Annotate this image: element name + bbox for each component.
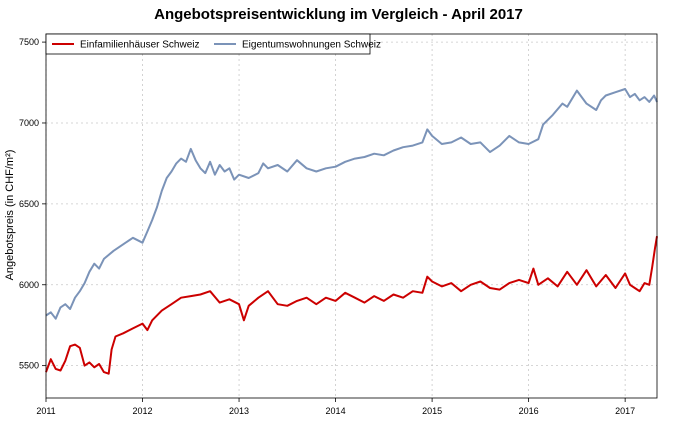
legend: Einfamilienhäuser Schweiz Eigentumswohnun…: [45, 33, 381, 55]
y-tick-label: 7000: [19, 118, 39, 128]
y-tick-label: 6500: [19, 199, 39, 209]
chart-title: Angebotspreisentwicklung im Vergleich - …: [154, 6, 523, 23]
y-tick-label: 5500: [19, 361, 39, 371]
legend-label: Eigentumswohnungen Schweiz: [242, 40, 381, 51]
x-axis: 2011 2012 2013 2014 2015 2016 2017: [36, 398, 635, 416]
x-tick-label: 2011: [36, 406, 55, 416]
legend-label: Einfamilienhäuser Schweiz: [80, 40, 200, 51]
y-tick-label: 6000: [19, 280, 39, 290]
x-tick-label: 2017: [615, 406, 635, 416]
series-line-1: [45, 236, 658, 375]
x-tick-label: 2012: [133, 406, 153, 416]
x-tick-label: 2014: [326, 406, 346, 416]
y-tick-label: 7500: [19, 37, 39, 47]
x-tick-label: 2013: [229, 406, 249, 416]
plot-frame: [45, 33, 658, 399]
y-axis: 5500 6000 6500 7000 7500: [19, 37, 46, 371]
series-line-2: [45, 88, 658, 320]
legend-box: [45, 33, 371, 55]
x-tick-label: 2015: [422, 406, 442, 416]
x-tick-label: 2016: [519, 406, 539, 416]
grid-lines: [45, 34, 657, 398]
series-lines: [45, 88, 658, 375]
